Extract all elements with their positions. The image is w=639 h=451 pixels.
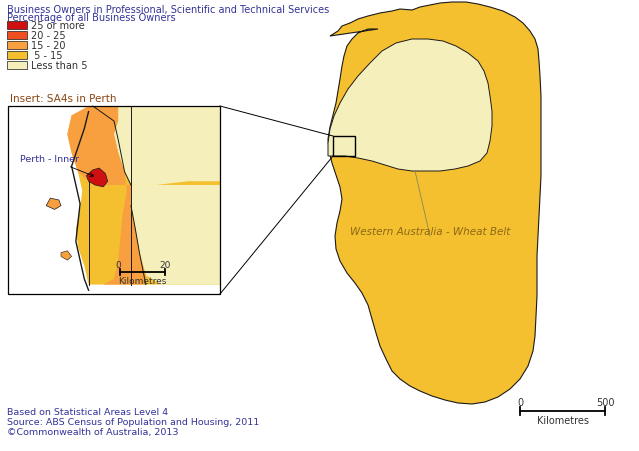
Bar [7,42,27,50]
Bar [8,107,220,295]
Polygon shape [67,107,146,285]
Polygon shape [328,3,541,404]
Bar [333,137,355,156]
Text: Insert: SA4s in Perth: Insert: SA4s in Perth [10,94,116,104]
Polygon shape [46,199,61,210]
Text: 5 - 15: 5 - 15 [31,51,63,61]
Text: 0: 0 [115,260,121,269]
Polygon shape [86,169,107,188]
Bar [7,62,27,70]
Bar [7,52,27,60]
Text: Source: ABS Census of Population and Housing, 2011: Source: ABS Census of Population and Hou… [7,417,259,426]
Text: 25 or more: 25 or more [31,21,85,31]
Bar [7,32,27,40]
Text: Based on Statistical Areas Level 4: Based on Statistical Areas Level 4 [7,407,168,416]
Text: Kilometres: Kilometres [118,276,167,285]
Bar [8,107,220,295]
Polygon shape [67,107,220,285]
Text: Kilometres: Kilometres [537,415,589,425]
Polygon shape [131,185,220,285]
Text: Western Australia - Wheat Belt: Western Australia - Wheat Belt [350,226,510,236]
Bar [7,22,27,30]
Text: ©Commonwealth of Australia, 2013: ©Commonwealth of Australia, 2013 [7,427,178,436]
Text: 20: 20 [159,260,171,269]
Text: Less than 5: Less than 5 [31,61,88,71]
Polygon shape [114,107,220,185]
Text: Percentage of all Business Owners: Percentage of all Business Owners [7,13,176,23]
Text: Perth - Inner: Perth - Inner [20,155,93,177]
Text: 500: 500 [596,397,614,407]
Text: Business Owners in Professional, Scientific and Technical Services: Business Owners in Professional, Scienti… [7,5,329,15]
Text: 20 - 25: 20 - 25 [31,31,66,41]
Text: 0: 0 [517,397,523,407]
Text: 15 - 20: 15 - 20 [31,41,66,51]
Polygon shape [61,251,72,261]
Polygon shape [328,40,492,172]
